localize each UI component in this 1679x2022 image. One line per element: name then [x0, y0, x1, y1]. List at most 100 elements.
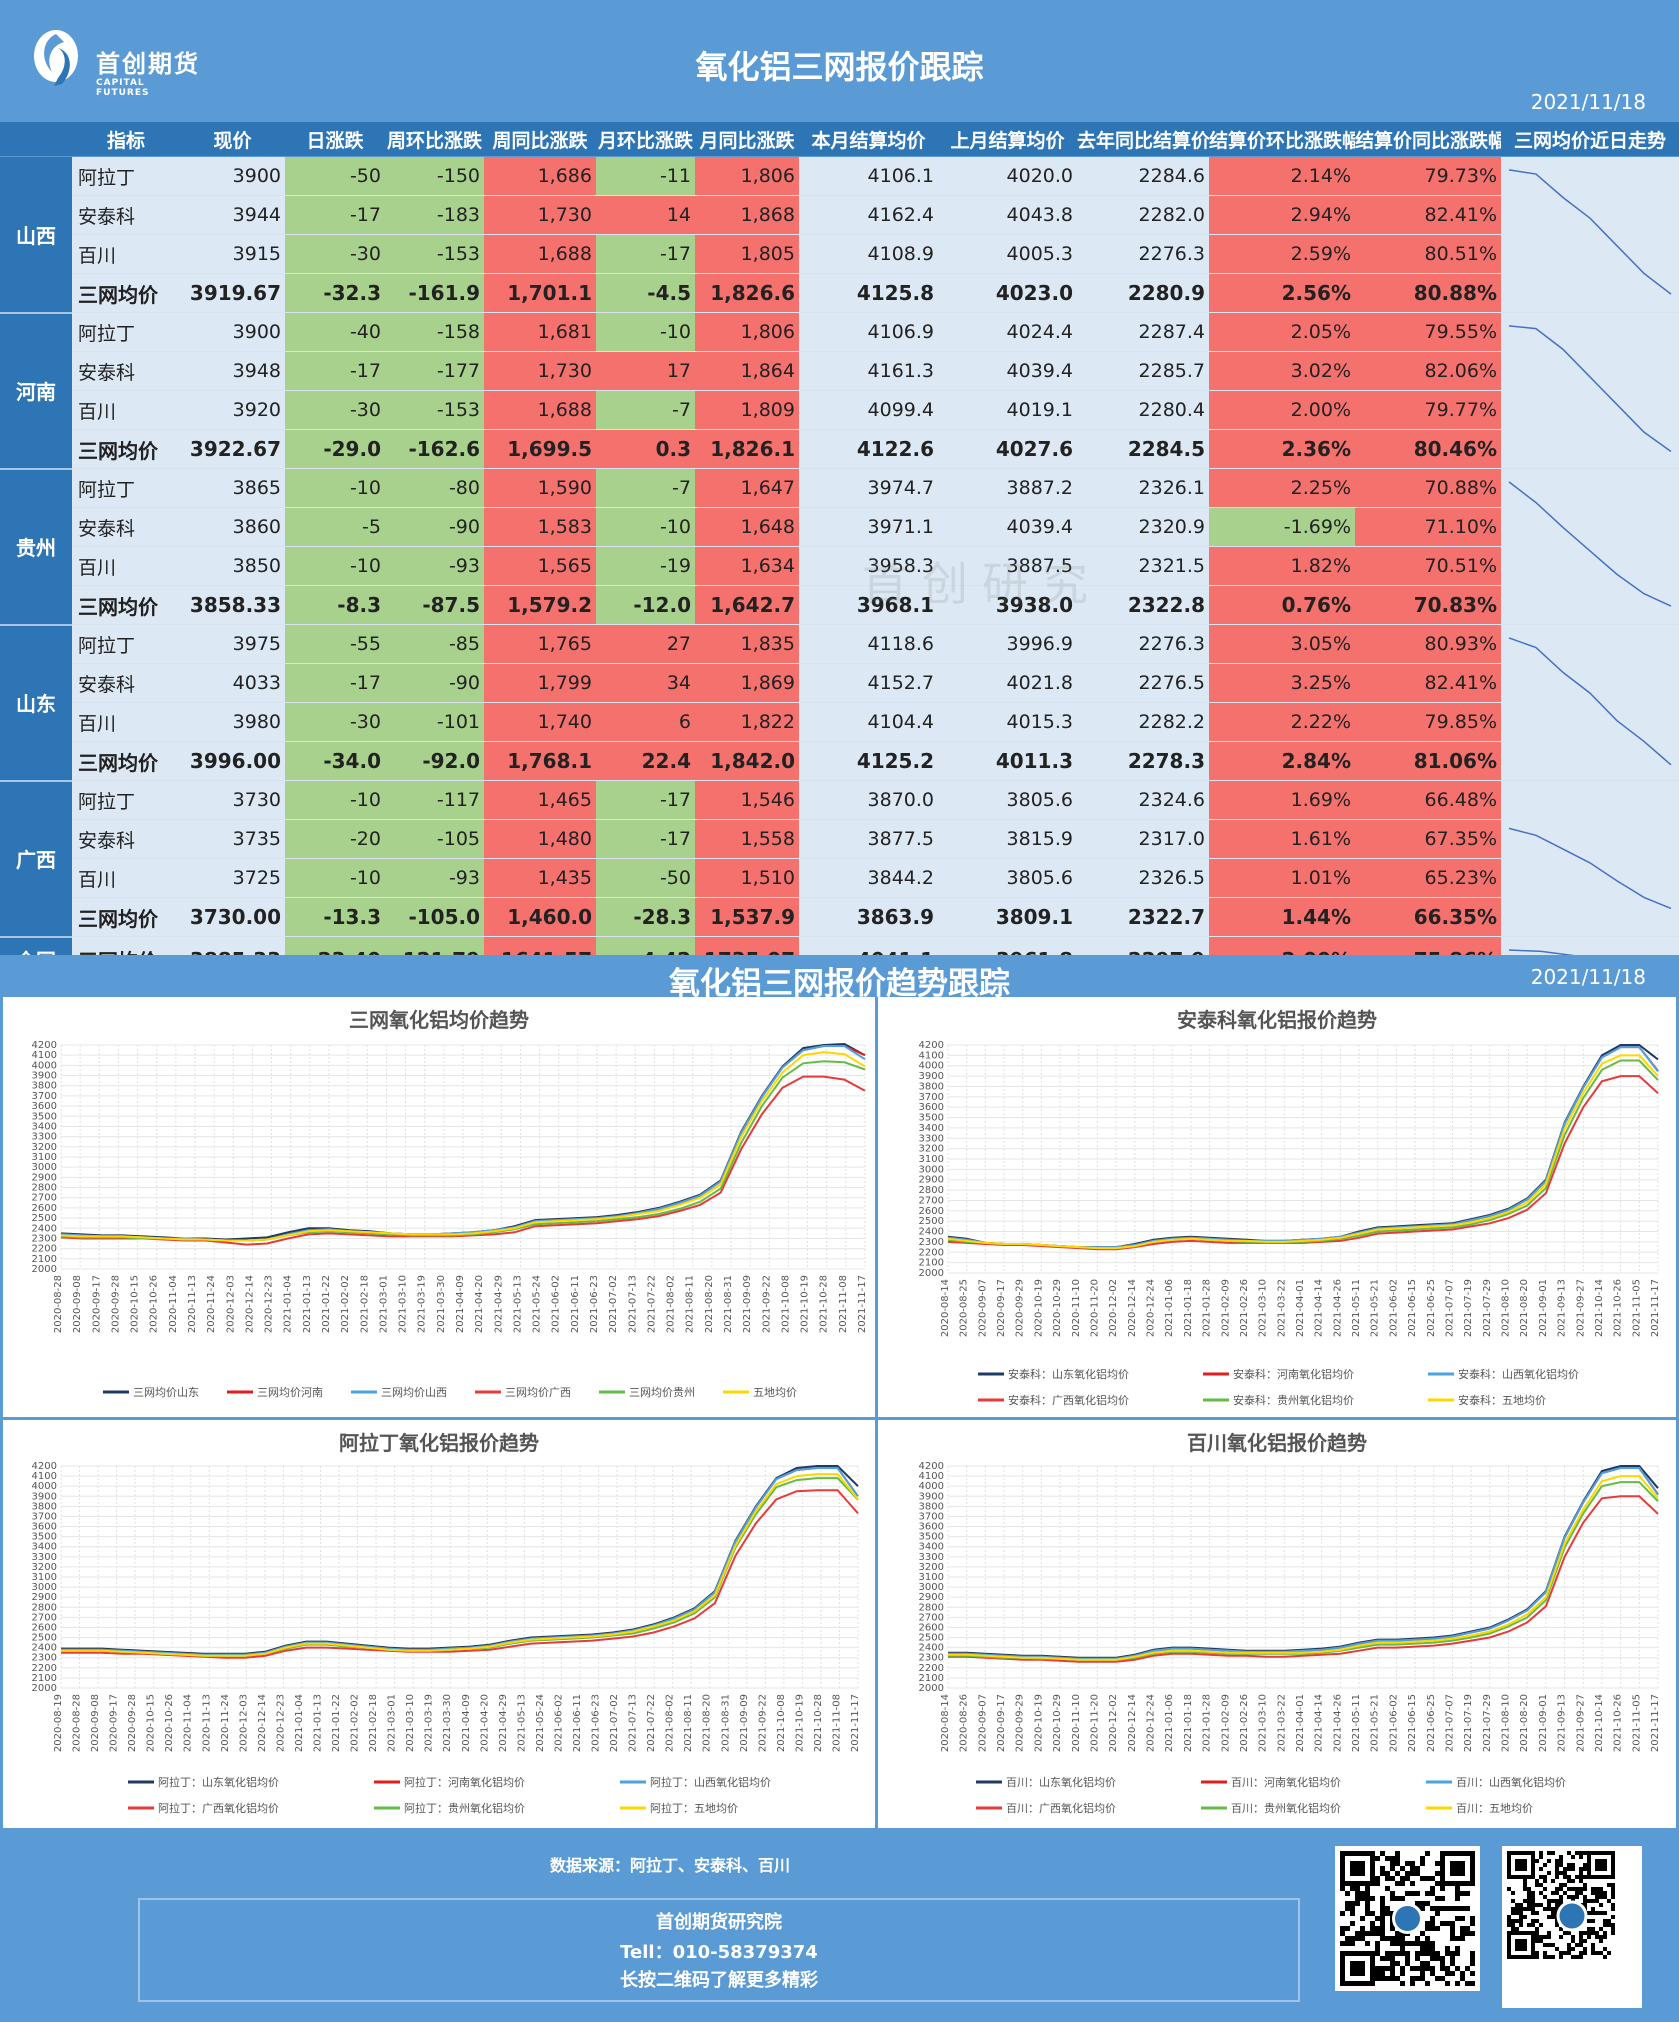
- y-tick-label: 3800: [32, 1501, 57, 1512]
- qr-code-icon[interactable]: [1335, 1846, 1480, 1991]
- x-tick-label: 2020-10-26: [164, 1694, 175, 1752]
- x-tick-label: 2021-09-27: [1575, 1279, 1586, 1337]
- y-tick-label: 4100: [919, 1050, 944, 1061]
- legend-label: 安泰科：五地均价: [1458, 1393, 1546, 1407]
- table-cell: -177: [385, 351, 484, 391]
- y-tick-label: 3300: [919, 1133, 944, 1144]
- table-row: 百川 3725 -10 -93 1,435 -50 1,510 3844.2 3805.6 232…: [0, 858, 1679, 898]
- x-tick-label: 2021-09-13: [1557, 1694, 1568, 1752]
- y-tick-label: 4100: [919, 1471, 944, 1482]
- x-tick-label: 2020-11-24: [206, 1275, 217, 1333]
- table-cell: 4161.3: [799, 351, 938, 391]
- x-tick-label: 2020-11-10: [1071, 1694, 1082, 1752]
- column-header: 月同比涨跌: [695, 122, 799, 157]
- x-tick-label: 2020-10-15: [146, 1694, 157, 1752]
- region-label: 山西: [0, 156, 72, 314]
- y-tick-label: 3400: [919, 1123, 944, 1134]
- x-tick-label: 2020-12-24: [1146, 1279, 1157, 1337]
- x-tick-label: 2021-08-02: [666, 1275, 677, 1333]
- table-cell: 2.00%: [1209, 390, 1355, 430]
- legend-label: 百川：河南氧化铝均价: [1231, 1775, 1341, 1789]
- source-name: 安泰科: [72, 351, 180, 391]
- x-tick-label: 2021-08-02: [665, 1694, 676, 1752]
- y-tick-label: 3400: [32, 1121, 57, 1132]
- y-tick-label: 3500: [32, 1111, 57, 1122]
- table-cell: 3887.5: [938, 546, 1077, 586]
- y-tick-label: 2100: [919, 1258, 944, 1269]
- table-cell: -19: [596, 546, 695, 586]
- y-tick-label: 3800: [919, 1081, 944, 1092]
- x-tick-label: 2020-08-25: [959, 1279, 970, 1337]
- table-cell: 1,864: [695, 351, 799, 391]
- source-name: 三网均价: [72, 429, 180, 469]
- x-tick-label: 2021-06-02: [1388, 1694, 1399, 1752]
- trend-section-date: 2021/11/18: [1530, 965, 1646, 989]
- y-tick-label: 3600: [919, 1102, 944, 1113]
- x-tick-label: 2021-10-19: [794, 1694, 805, 1752]
- x-tick-label: 2021-07-19: [1463, 1279, 1474, 1337]
- y-tick-label: 4200: [32, 1040, 57, 1051]
- table-cell: 1,634: [695, 546, 799, 586]
- y-tick-label: 3900: [919, 1491, 944, 1502]
- institute-name: 首创期货研究院: [656, 1912, 782, 1933]
- table-cell: 3865: [180, 468, 285, 508]
- table-cell: -40: [285, 312, 385, 352]
- x-tick-label: 2021-11-08: [838, 1275, 849, 1333]
- table-cell: 1,805: [695, 234, 799, 274]
- legend-label: 阿拉丁：五地均价: [650, 1801, 738, 1815]
- logo-subtext: CAPITAL FUTURES: [96, 78, 150, 98]
- x-tick-label: 2021-08-11: [683, 1694, 694, 1752]
- table-cell: -17: [285, 351, 385, 391]
- y-tick-label: 2000: [919, 1268, 944, 1279]
- table-cell: 3915: [180, 234, 285, 274]
- table-cell: 2321.5: [1077, 546, 1209, 586]
- x-tick-label: 2021-02-02: [340, 1275, 351, 1333]
- x-tick-label: 2021-03-22: [1276, 1694, 1287, 1752]
- table-cell: 2284.5: [1077, 429, 1209, 469]
- legend-label: 五地均价: [753, 1386, 797, 1399]
- y-tick-label: 2000: [32, 1264, 57, 1275]
- table-body: 山西 阿拉丁 3900 -50 -150 1,686 -11 1,806 4106.1 4020.…: [0, 156, 1679, 984]
- table-cell: -10: [285, 858, 385, 898]
- x-tick-label: 2021-08-31: [720, 1694, 731, 1752]
- y-tick-label: 3900: [32, 1491, 57, 1502]
- y-tick-label: 2600: [32, 1622, 57, 1633]
- table-cell: 3863.9: [799, 897, 938, 937]
- source-name: 阿拉丁: [72, 624, 180, 664]
- x-tick-label: 2021-07-29: [1482, 1694, 1493, 1752]
- qr-code-icon[interactable]: [1502, 1846, 1642, 2008]
- table-cell: 2.59%: [1209, 234, 1355, 274]
- table-cell: 2276.3: [1077, 624, 1209, 664]
- table-cell: -32.3: [285, 273, 385, 313]
- y-tick-label: 2000: [32, 1683, 57, 1694]
- table-cell: 2322.8: [1077, 585, 1209, 625]
- table-cell: 17: [596, 351, 695, 391]
- y-tick-label: 3200: [919, 1562, 944, 1573]
- table-cell: 4122.6: [799, 429, 938, 469]
- x-tick-label: 2020-09-07: [977, 1279, 988, 1337]
- x-tick-label: 2021-05-21: [1370, 1694, 1381, 1752]
- table-cell: 66.48%: [1355, 780, 1501, 820]
- table-cell: 1,730: [484, 351, 596, 391]
- x-tick-label: 2020-11-10: [1071, 1279, 1082, 1337]
- table-cell: 3900: [180, 312, 285, 352]
- table-cell: 82.41%: [1355, 195, 1501, 235]
- y-tick-label: 2500: [919, 1633, 944, 1644]
- source-name: 百川: [72, 702, 180, 742]
- table-row: 安泰科 4033 -17 -90 1,799 34 1,869 4152.7 4021.8 227…: [0, 663, 1679, 703]
- table-cell: 2.94%: [1209, 195, 1355, 235]
- x-tick-label: 2021-08-20: [702, 1694, 713, 1752]
- table-cell: -11: [596, 156, 695, 196]
- y-tick-label: 2300: [919, 1237, 944, 1248]
- x-tick-label: 2021-03-22: [1276, 1279, 1287, 1337]
- x-tick-label: 2020-10-26: [149, 1275, 160, 1333]
- series-line: [61, 1489, 859, 1659]
- y-tick-label: 4200: [919, 1461, 944, 1472]
- contact-box: 首创期货研究院 Tell：010-58379374 长按二维码了解更多精彩: [138, 1898, 1300, 2002]
- x-tick-label: 2020-09-17: [996, 1279, 1007, 1337]
- table-cell: -17: [285, 195, 385, 235]
- x-tick-label: 2021-08-31: [723, 1275, 734, 1333]
- x-tick-label: 2021-04-14: [1314, 1694, 1325, 1752]
- chart-title: 百川氧化铝报价趋势: [1187, 1431, 1367, 1455]
- table-cell: 3860: [180, 507, 285, 547]
